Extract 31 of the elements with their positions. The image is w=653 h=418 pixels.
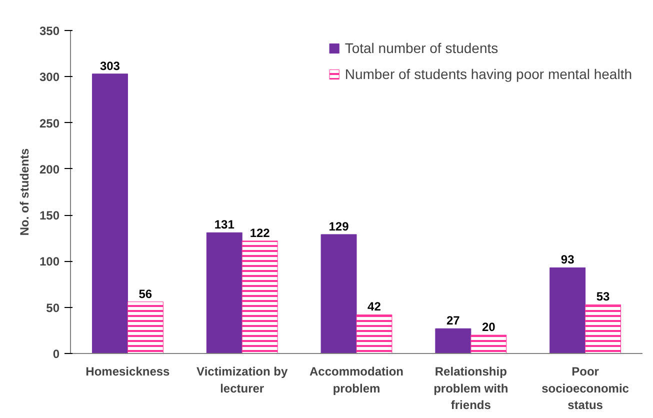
bar — [206, 232, 242, 354]
y-tick-label: 300 — [39, 70, 60, 84]
x-tick-label: Victimization by lecturer — [196, 364, 288, 396]
x-tick-label: Poor socioeconomic status — [542, 364, 630, 412]
data-label: 129 — [328, 219, 350, 234]
x-tick-label: Homesickness — [86, 364, 170, 378]
data-label: 303 — [100, 58, 120, 73]
y-tick-label: 350 — [39, 24, 60, 38]
y-axis-title: No. of students — [17, 148, 32, 236]
y-tick-label: 250 — [39, 116, 60, 130]
bar — [320, 234, 357, 354]
data-label: 53 — [596, 290, 610, 304]
x-tick-label: Relationship problem with friends — [434, 364, 508, 412]
y-tick-label: 50 — [46, 300, 60, 315]
x-tick-label: Accommodation problem — [309, 364, 404, 396]
data-label: 42 — [368, 300, 382, 314]
y-tick-label: 150 — [39, 208, 60, 223]
bar — [550, 267, 586, 354]
bar — [92, 74, 128, 354]
legend-label: Total number of students — [344, 40, 498, 56]
data-label: 93 — [560, 252, 575, 267]
y-tick-label: 200 — [39, 162, 60, 176]
data-label: 122 — [250, 226, 270, 240]
bar — [435, 328, 472, 354]
y-tick-label: 100 — [39, 254, 60, 269]
data-label: 27 — [446, 314, 460, 328]
data-label: 131 — [214, 218, 235, 232]
data-label: 20 — [482, 320, 496, 334]
data-label: 56 — [138, 286, 152, 301]
y-tick-label: 0 — [52, 347, 60, 361]
legend-label: Number of students having poor mental health — [344, 66, 632, 82]
